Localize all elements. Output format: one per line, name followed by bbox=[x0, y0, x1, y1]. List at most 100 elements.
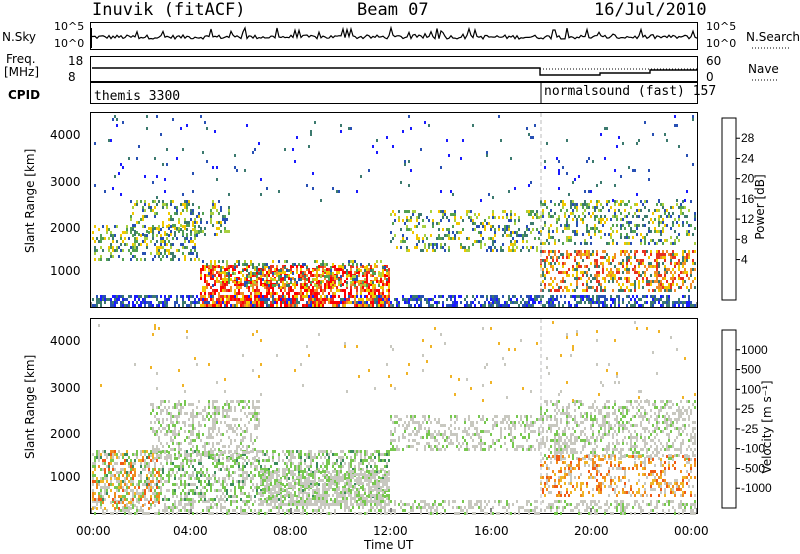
power-cell bbox=[672, 253, 674, 256]
velocity-cell bbox=[234, 509, 236, 512]
power-cell bbox=[164, 190, 166, 193]
power-cell bbox=[536, 246, 538, 249]
velocity-cell bbox=[246, 503, 248, 506]
power-cell bbox=[226, 304, 228, 307]
power-cell bbox=[238, 289, 240, 292]
power-cell bbox=[598, 230, 600, 233]
power-cell bbox=[360, 265, 362, 268]
velocity-cell bbox=[158, 450, 160, 453]
power-cell bbox=[146, 230, 148, 233]
velocity-cell bbox=[156, 483, 158, 486]
velocity-cell bbox=[286, 483, 288, 486]
power-cell bbox=[136, 203, 138, 206]
power-cell bbox=[440, 243, 442, 246]
velocity-cell bbox=[136, 512, 138, 515]
power-cell bbox=[246, 269, 248, 272]
power-cell bbox=[332, 304, 334, 307]
power-cell bbox=[612, 298, 614, 301]
power-cell bbox=[388, 271, 390, 274]
power-cell bbox=[666, 289, 668, 292]
power-cell bbox=[210, 277, 212, 280]
power-cell bbox=[204, 280, 206, 283]
power-cell bbox=[674, 265, 676, 268]
velocity-cell bbox=[182, 489, 184, 492]
power-cell bbox=[234, 272, 236, 275]
power-cell bbox=[688, 250, 690, 253]
velocity-cell bbox=[254, 509, 256, 512]
power-cell bbox=[672, 206, 674, 209]
power-cell bbox=[120, 304, 122, 307]
power-cell bbox=[596, 298, 598, 301]
power-cell bbox=[682, 304, 684, 307]
power-cell bbox=[550, 215, 552, 218]
power-cell bbox=[564, 271, 566, 274]
power-cell bbox=[404, 240, 406, 243]
velocity-cell bbox=[296, 465, 298, 468]
power-cell bbox=[622, 218, 624, 221]
power-cell bbox=[550, 262, 552, 265]
power-cell bbox=[218, 260, 220, 263]
velocity-cell bbox=[264, 471, 266, 474]
power-cell bbox=[216, 265, 218, 268]
power-cell bbox=[514, 187, 516, 190]
power-cell bbox=[132, 224, 134, 227]
power-cell bbox=[226, 280, 228, 283]
power-cell bbox=[484, 243, 486, 246]
power-cell bbox=[256, 280, 258, 283]
power-cell bbox=[142, 225, 144, 228]
power-cell bbox=[498, 216, 500, 219]
power-cell bbox=[326, 295, 328, 298]
power-cell bbox=[578, 250, 580, 253]
power-cell bbox=[408, 160, 410, 163]
velocity-cell bbox=[616, 503, 618, 506]
velocity-cell bbox=[292, 456, 294, 459]
power-cell bbox=[556, 218, 558, 221]
power-cell bbox=[668, 268, 670, 271]
velocity-cell bbox=[108, 471, 110, 474]
power-cell bbox=[438, 301, 440, 304]
power-cell bbox=[278, 278, 280, 281]
power-cell bbox=[132, 212, 134, 215]
power-cell bbox=[384, 277, 386, 280]
power-cell bbox=[240, 283, 242, 286]
power-cell bbox=[380, 272, 382, 275]
power-cell bbox=[286, 298, 288, 301]
power-cell bbox=[662, 250, 664, 253]
power-cell bbox=[238, 271, 240, 274]
power-cell bbox=[500, 139, 502, 142]
power-cell bbox=[426, 298, 428, 301]
power-cell bbox=[256, 286, 258, 289]
velocity-cell bbox=[104, 453, 106, 456]
power-cell bbox=[656, 256, 658, 259]
power-cell bbox=[266, 277, 268, 280]
power-cell bbox=[266, 289, 268, 292]
power-cell bbox=[216, 178, 218, 181]
power-cell bbox=[680, 301, 682, 304]
velocity-cell bbox=[578, 512, 580, 515]
power-cell bbox=[408, 115, 410, 118]
velocity-cell bbox=[436, 509, 438, 512]
power-cell bbox=[272, 289, 274, 292]
power-cell bbox=[664, 239, 666, 242]
power-cell bbox=[684, 262, 686, 265]
velocity-cell bbox=[250, 465, 252, 468]
power-cell bbox=[370, 289, 372, 292]
power-cell bbox=[644, 253, 646, 256]
velocity-cell bbox=[272, 456, 274, 459]
power-cell bbox=[94, 246, 96, 249]
power-cell bbox=[556, 289, 558, 292]
power-cell bbox=[372, 274, 374, 277]
velocity-cell bbox=[118, 489, 120, 492]
power-cell bbox=[690, 301, 692, 304]
velocity-cell bbox=[124, 512, 126, 515]
velocity-cell bbox=[114, 498, 116, 501]
power-cell bbox=[376, 301, 378, 304]
power-cell bbox=[346, 277, 348, 280]
power-cell bbox=[226, 260, 228, 263]
power-cell bbox=[568, 253, 570, 256]
power-cell bbox=[538, 295, 540, 298]
velocity-cell bbox=[220, 495, 222, 498]
velocity-cell bbox=[124, 506, 126, 509]
power-cell bbox=[284, 304, 286, 307]
velocity-cell bbox=[236, 480, 238, 483]
